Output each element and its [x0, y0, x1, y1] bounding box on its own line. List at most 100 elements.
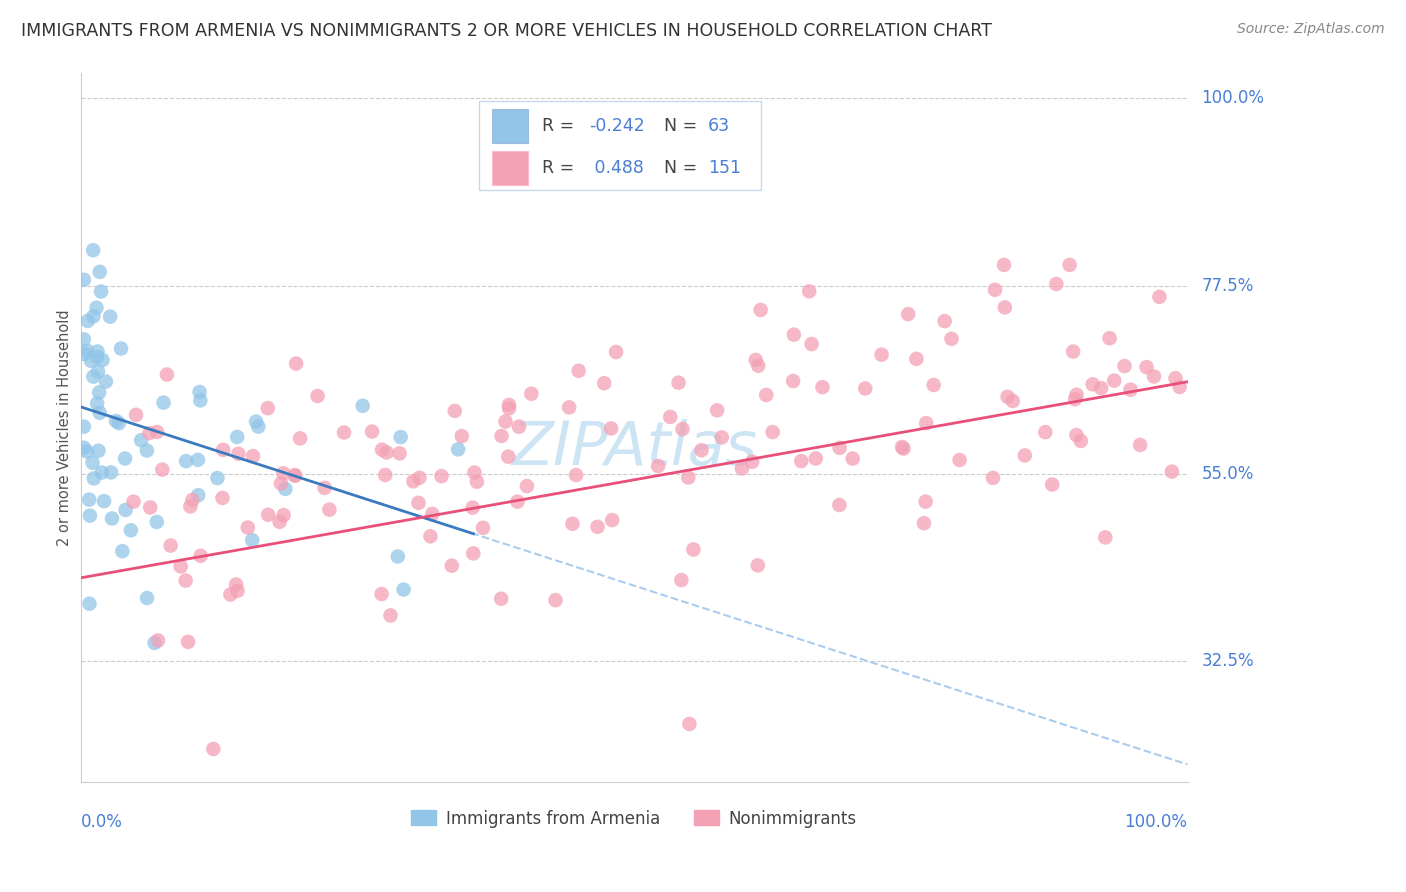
Point	[430, 469, 453, 483]
Point	[450, 429, 472, 443]
Point	[76, 444, 98, 458]
Point	[1129, 438, 1152, 452]
Point	[285, 357, 308, 371]
Point	[98, 310, 121, 324]
Point	[605, 345, 627, 359]
Point	[380, 608, 402, 623]
Text: 77.5%: 77.5%	[1202, 277, 1254, 294]
Point	[783, 327, 806, 342]
Point	[188, 393, 211, 408]
Point	[145, 515, 167, 529]
Point	[146, 633, 169, 648]
Point	[90, 466, 112, 480]
Point	[174, 454, 197, 468]
Point	[600, 513, 623, 527]
Point	[388, 446, 411, 460]
Point	[506, 494, 529, 508]
Point	[1102, 374, 1125, 388]
Text: 55.0%: 55.0%	[1202, 465, 1254, 483]
Point	[1135, 360, 1157, 375]
Point	[77, 492, 100, 507]
Point	[586, 520, 609, 534]
Point	[914, 494, 936, 508]
Point	[73, 273, 96, 287]
Point	[841, 451, 863, 466]
Point	[187, 488, 209, 502]
Point	[828, 498, 851, 512]
Point	[211, 491, 233, 505]
Point	[190, 549, 212, 563]
Point	[94, 375, 117, 389]
Point	[755, 388, 778, 402]
Point	[443, 404, 465, 418]
Point	[408, 496, 430, 510]
Point	[997, 390, 1019, 404]
Point	[270, 476, 292, 491]
Point	[177, 635, 200, 649]
Point	[87, 364, 110, 378]
Point	[108, 416, 131, 430]
Text: IMMIGRANTS FROM ARMENIA VS NONIMMIGRANTS 2 OR MORE VEHICLES IN HOUSEHOLD CORRELA: IMMIGRANTS FROM ARMENIA VS NONIMMIGRANTS…	[21, 22, 993, 40]
Point	[568, 364, 591, 378]
Point	[318, 502, 340, 516]
Point	[915, 416, 938, 430]
Point	[1035, 425, 1057, 439]
Point	[496, 450, 519, 464]
Point	[207, 471, 229, 485]
Point	[225, 577, 247, 591]
Point	[89, 406, 111, 420]
Point	[86, 350, 108, 364]
Text: ZIPAtlas: ZIPAtlas	[510, 419, 756, 478]
Point	[101, 511, 124, 525]
Point	[257, 508, 280, 522]
Point	[273, 467, 295, 481]
Point	[747, 558, 769, 573]
Point	[226, 430, 249, 444]
Point	[668, 376, 690, 390]
Point	[516, 479, 538, 493]
Point	[981, 471, 1004, 485]
Point	[402, 475, 425, 489]
Text: -0.242: -0.242	[589, 117, 644, 136]
Point	[284, 468, 307, 483]
Text: 100.0%: 100.0%	[1125, 813, 1188, 831]
Point	[420, 507, 443, 521]
Point	[984, 283, 1007, 297]
Point	[1014, 449, 1036, 463]
Point	[269, 515, 291, 529]
Point	[1143, 369, 1166, 384]
Point	[89, 385, 111, 400]
Point	[659, 409, 682, 424]
Point	[463, 466, 485, 480]
Point	[498, 401, 520, 416]
Point	[170, 559, 193, 574]
Point	[91, 353, 114, 368]
Point	[870, 348, 893, 362]
Point	[1066, 388, 1088, 402]
Point	[544, 593, 567, 607]
Point	[558, 401, 581, 415]
Point	[86, 301, 108, 315]
Point	[392, 582, 415, 597]
Point	[370, 587, 392, 601]
Point	[82, 310, 104, 324]
Text: 0.488: 0.488	[589, 159, 644, 177]
Point	[1168, 380, 1191, 394]
Point	[744, 353, 766, 368]
Point	[307, 389, 329, 403]
Text: 32.5%: 32.5%	[1202, 652, 1254, 671]
Point	[82, 369, 104, 384]
Y-axis label: 2 or more Vehicles in Household: 2 or more Vehicles in Household	[58, 310, 72, 546]
FancyBboxPatch shape	[479, 102, 762, 190]
Point	[389, 430, 412, 444]
Point	[159, 539, 181, 553]
Point	[242, 449, 264, 463]
Point	[1081, 377, 1104, 392]
Point	[1040, 477, 1063, 491]
Point	[941, 332, 963, 346]
Point	[174, 574, 197, 588]
Point	[463, 546, 485, 560]
Point	[228, 447, 250, 461]
Point	[682, 542, 704, 557]
Point	[110, 342, 132, 356]
